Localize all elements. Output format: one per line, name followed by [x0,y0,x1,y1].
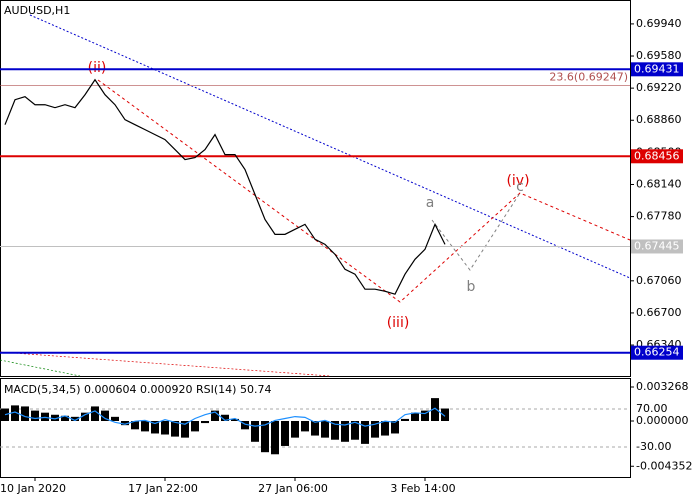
wave-line [97,79,631,303]
macd-bar [291,420,299,438]
macd-bar [21,406,29,421]
macd-bar [151,420,159,434]
x-tick-label: 27 Jan 06:00 [258,482,328,495]
y-tick-label: 0.69580 [636,49,682,62]
chart-title: AUDUSD,H1 [4,4,70,17]
macd-bar [241,420,249,430]
macd-bar [251,420,259,442]
macd-bar [381,420,389,436]
trend-line [29,14,631,279]
rsi-line [4,407,446,427]
level-box [631,345,683,360]
macd-bar [121,420,129,426]
main-panel [0,0,631,377]
macd-bar [81,412,89,421]
macd-bar [301,420,309,432]
wave-label: c [516,179,524,195]
y-tick-label: 0.66700 [636,306,682,319]
wave-label: b [467,279,476,295]
y-tick-label: 0.67060 [636,274,682,287]
trend-line [0,359,81,377]
macd-bar [421,410,429,421]
macd-bar [91,406,99,421]
macd-bar [11,405,19,421]
y-tick-label: 0.003268 [636,380,689,393]
macd-bar [321,420,329,438]
macd-bar [341,420,349,442]
wave-label: (iv) [506,173,529,189]
level-label: 0.69431 [634,62,680,75]
indicator-label: MACD(5,34,5) 0.000604 0.000920 RSI(14) 5… [4,383,271,396]
y-tick-label: 0.69220 [636,81,682,94]
macd-bar [201,420,209,424]
fib-label: 23.6(0.69247) [549,71,628,84]
macd-bar [271,420,279,455]
macd-bar [401,418,409,421]
macd-bar [231,418,239,421]
macd-bar [221,414,229,421]
wave-label: (ii) [88,60,107,76]
macd-bar [281,420,289,446]
macd-bar [311,420,319,436]
macd-bar [141,420,149,432]
macd-bar [331,420,339,440]
indicator-panel [0,378,631,478]
y-tick-label: 0.68860 [636,113,682,126]
macd-bar [181,420,189,438]
trend-line [0,351,331,377]
macd-bar [411,412,419,421]
y-tick-label: 0.000000 [636,414,689,427]
price-line [4,78,446,295]
macd-bar [441,408,449,421]
macd-bar [61,415,69,421]
y-tick-label: 0.67780 [636,210,682,223]
macd-bar [161,420,169,435]
macd-bar [51,414,59,421]
macd-bar [261,420,269,453]
level-box [631,239,683,254]
level-label: 0.67445 [634,239,680,252]
y-tick-label: 0.69940 [636,17,682,30]
macd-bar [31,410,39,421]
macd-bar [361,420,369,444]
macd-bar [191,420,199,432]
y-tick-label: 70.00 [636,402,668,415]
macd-bar [391,420,399,434]
y-tick-label: -30.00 [636,440,671,453]
macd-bar [171,420,179,437]
x-tick-label: 10 Jan 2020 [0,482,66,495]
y-tick-label: -0.004352 [636,459,692,472]
wave-label: (iii) [387,315,410,331]
macd-bar [131,420,139,430]
level-label: 0.66254 [634,346,680,359]
level-box [631,149,683,164]
x-tick-label: 3 Feb 14:00 [390,482,455,495]
level-box [631,62,683,77]
macd-bar [431,398,439,421]
level-label: 0.68456 [634,149,680,162]
x-tick-label: 17 Jan 22:00 [128,482,198,495]
y-tick-label: 0.68140 [636,177,682,190]
macd-bar [111,416,119,421]
macd-bar [351,420,359,440]
wave-label: a [426,195,435,211]
macd-bar [1,408,9,421]
macd-bar [71,416,79,421]
macd-bar [371,420,379,438]
macd-bar [101,410,109,421]
wave-line [431,192,521,271]
macd-bar [211,410,219,421]
